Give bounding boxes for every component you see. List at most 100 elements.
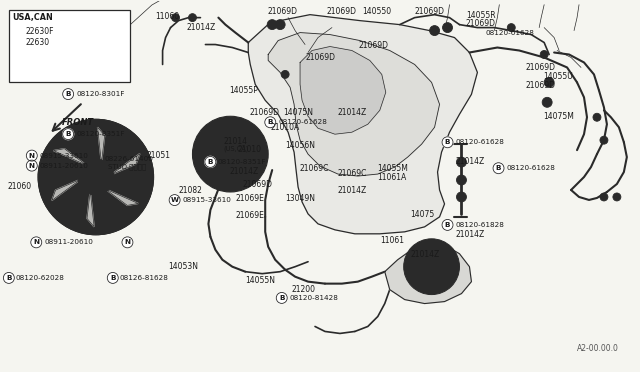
Text: 08120-8351F: 08120-8351F — [218, 159, 266, 165]
Text: B: B — [445, 222, 451, 228]
Text: 08120-61828: 08120-61828 — [455, 222, 504, 228]
Circle shape — [544, 77, 554, 87]
Text: 21069D: 21069D — [242, 180, 272, 189]
Text: 08120-8351F: 08120-8351F — [76, 131, 125, 137]
Circle shape — [31, 237, 42, 248]
Circle shape — [205, 157, 216, 167]
Circle shape — [26, 150, 37, 161]
Text: N: N — [29, 153, 35, 158]
Text: N: N — [33, 239, 39, 245]
Text: 21014Z: 21014Z — [186, 23, 215, 32]
Circle shape — [276, 292, 287, 304]
Circle shape — [600, 193, 608, 201]
Text: 08126-81628: 08126-81628 — [119, 275, 168, 281]
Text: 13049N: 13049N — [285, 195, 315, 203]
Circle shape — [593, 113, 601, 121]
Circle shape — [442, 219, 453, 230]
Text: 22630F: 22630F — [26, 26, 54, 36]
Text: 11061A: 11061A — [378, 173, 406, 182]
Circle shape — [26, 160, 37, 171]
Text: 14055R: 14055R — [467, 11, 496, 20]
Circle shape — [193, 116, 268, 192]
Text: 21060: 21060 — [8, 182, 32, 191]
Circle shape — [172, 14, 180, 22]
Text: 14055M: 14055M — [378, 164, 408, 173]
Text: 21069E: 21069E — [236, 211, 265, 220]
Text: 14053N: 14053N — [168, 262, 198, 271]
Text: 08226-61400: 08226-61400 — [104, 156, 154, 162]
Circle shape — [86, 28, 95, 36]
Text: 14056N: 14056N — [285, 141, 315, 150]
Circle shape — [218, 142, 243, 166]
Text: FRONT: FRONT — [62, 118, 94, 127]
Text: 21014Z: 21014Z — [455, 230, 484, 240]
Text: 08120-61628: 08120-61628 — [455, 139, 504, 145]
Circle shape — [600, 136, 608, 144]
Circle shape — [108, 272, 118, 283]
Text: 21069D: 21069D — [306, 52, 336, 61]
Text: 21014Z: 21014Z — [230, 167, 259, 176]
Text: (US,CA): (US,CA) — [223, 146, 248, 152]
Text: 08120-81428: 08120-81428 — [289, 295, 339, 301]
Circle shape — [442, 137, 453, 148]
Text: B: B — [496, 165, 501, 171]
Text: 21014Z: 21014Z — [410, 250, 440, 259]
Text: B: B — [65, 131, 71, 137]
Text: 21014Z: 21014Z — [455, 157, 484, 166]
Polygon shape — [300, 46, 386, 134]
Text: 21069D: 21069D — [326, 7, 356, 16]
Circle shape — [540, 51, 548, 58]
Bar — [9, 10, 130, 82]
Text: B: B — [110, 275, 116, 281]
Text: 14075N: 14075N — [283, 108, 313, 117]
Text: 21082: 21082 — [179, 186, 202, 195]
Text: 21014Z: 21014Z — [338, 186, 367, 195]
Polygon shape — [87, 187, 94, 227]
Text: 14075: 14075 — [410, 211, 435, 219]
Circle shape — [281, 70, 289, 78]
Text: 11060: 11060 — [156, 12, 180, 21]
Circle shape — [86, 167, 106, 187]
Text: STUD スタッド: STUD スタッド — [108, 163, 147, 170]
Text: 08911-20610: 08911-20610 — [40, 163, 88, 169]
Polygon shape — [268, 33, 440, 176]
Circle shape — [3, 272, 14, 283]
Text: 21069D: 21069D — [525, 63, 556, 72]
Text: 14055P: 14055P — [230, 86, 259, 95]
Text: B: B — [6, 275, 12, 281]
Circle shape — [442, 23, 452, 33]
Polygon shape — [97, 127, 105, 167]
Polygon shape — [52, 177, 84, 201]
Circle shape — [542, 97, 552, 107]
Circle shape — [122, 237, 133, 248]
Text: A2-00.00.0: A2-00.00.0 — [577, 344, 619, 353]
Circle shape — [93, 49, 99, 55]
Circle shape — [63, 89, 74, 100]
Circle shape — [267, 20, 277, 30]
Text: 140550: 140550 — [362, 7, 391, 16]
Circle shape — [456, 157, 467, 167]
Circle shape — [38, 119, 154, 235]
Text: B: B — [65, 91, 71, 97]
Text: B: B — [268, 119, 273, 125]
Polygon shape — [102, 187, 138, 205]
Circle shape — [265, 117, 276, 128]
Text: 14055N: 14055N — [244, 276, 275, 285]
Text: 08120-61628: 08120-61628 — [506, 165, 555, 171]
Polygon shape — [54, 149, 90, 167]
Text: 08911-20610: 08911-20610 — [45, 239, 93, 245]
Text: 21069D: 21069D — [465, 19, 495, 28]
Text: 21200: 21200 — [291, 285, 316, 294]
Text: 08120-61628: 08120-61628 — [278, 119, 328, 125]
Circle shape — [493, 163, 504, 174]
Text: 08915-33610: 08915-33610 — [40, 153, 88, 158]
Text: 08915-33610: 08915-33610 — [183, 197, 232, 203]
Text: 11061: 11061 — [381, 236, 404, 246]
Text: 21010A: 21010A — [270, 123, 300, 132]
Text: USA,CAN: USA,CAN — [13, 13, 53, 22]
Text: 08120-62028: 08120-62028 — [15, 275, 64, 281]
Circle shape — [169, 195, 180, 206]
Circle shape — [78, 159, 114, 195]
Text: 14075M: 14075M — [543, 112, 574, 121]
Circle shape — [63, 129, 74, 140]
